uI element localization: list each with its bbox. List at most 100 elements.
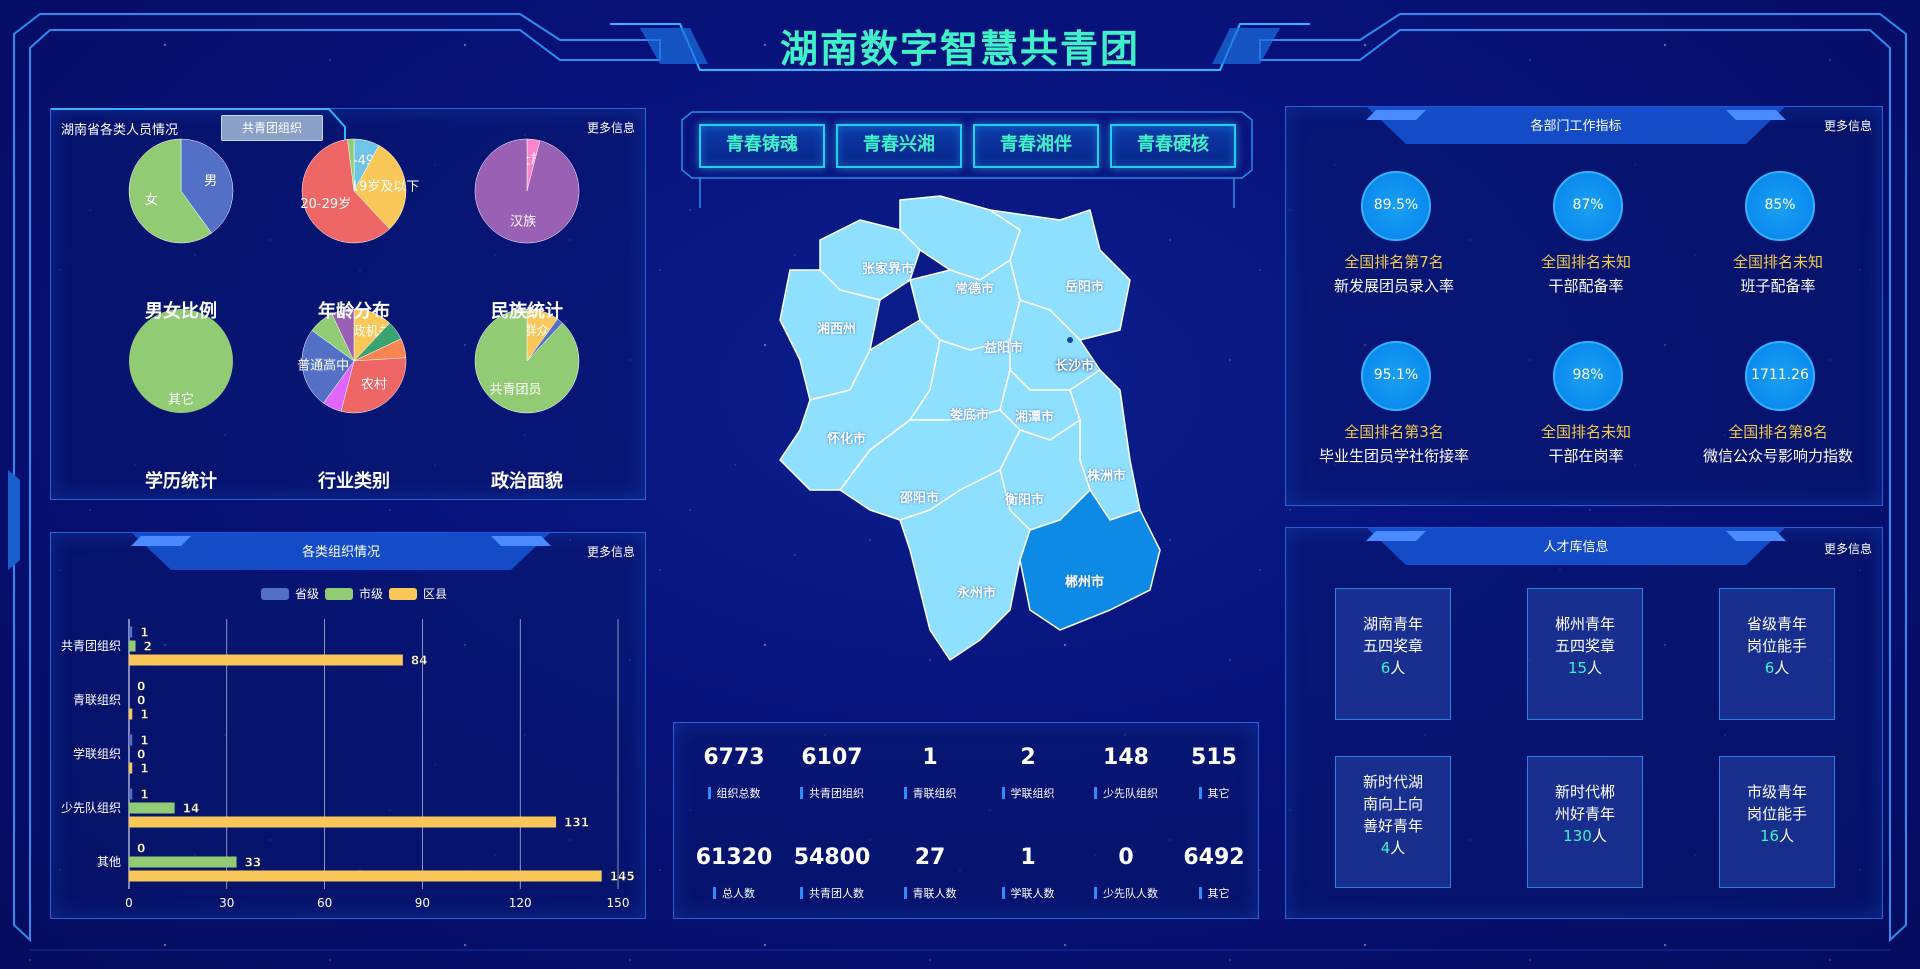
x-tick-label: 150 xyxy=(607,896,630,910)
talent-line: 郴州青年 xyxy=(1554,615,1615,633)
map-label-loudi: 娄底市 xyxy=(950,408,990,423)
legend-label[interactable]: 市级 xyxy=(359,586,383,601)
map-label-changsha: 长沙市 xyxy=(1055,359,1095,374)
rank-wechat-influence-index: 全国排名第8名 xyxy=(1728,423,1828,441)
talent-card-chenzhou-good-youth[interactable]: 新时代郴 州好青年 130人 xyxy=(1527,756,1643,888)
legend-label[interactable]: 省级 xyxy=(295,587,319,601)
stat-value-other-people: 6492 xyxy=(1183,845,1245,870)
bar[interactable] xyxy=(129,816,557,828)
bar[interactable] xyxy=(129,870,602,882)
bar[interactable] xyxy=(129,788,133,800)
bar[interactable] xyxy=(129,734,133,746)
bar-value-label: 1 xyxy=(140,788,148,802)
nav-frame xyxy=(681,111,1253,208)
metric-wechat-influence-index: 微信公众号影响力指数 xyxy=(1702,447,1853,465)
gauge-cadre-staffing-rate: 87% xyxy=(1553,171,1623,241)
talent-count-unit: 人 xyxy=(1779,827,1795,845)
pie-slice xyxy=(301,139,390,244)
map-label-zhuzhou: 株洲市 xyxy=(1087,469,1127,484)
dept-panel: 各部门工作指标 更多信息 89.5% 87% 85% 全国排名第7名 全国排名未… xyxy=(1285,106,1883,506)
bar[interactable] xyxy=(129,708,133,720)
rank-cadre-staffing-rate: 全国排名未知 xyxy=(1540,253,1631,271)
people-panel: 湖南省各类人员情况 共青团组织 更多信息 男女 40-49岁 19岁及以下 20-29… xyxy=(50,108,646,500)
stat-label-student-union-people: 学联人数 xyxy=(978,885,1078,901)
org-panel: 各类组织情况 更多信息 省级 市级 区县 0 30 60 90 120 150 共青团组织 1 2 84… xyxy=(50,532,646,919)
bar-value-label: 1 xyxy=(140,626,148,640)
bar-value-label: 0 xyxy=(137,842,145,856)
x-tick-label: 30 xyxy=(219,896,234,910)
metric-member-entry-rate: 新发展团员录入率 xyxy=(1333,277,1454,295)
nav-tab-qingchun-yinghe[interactable]: 青春硬核 xyxy=(1110,124,1236,168)
pie-slice-label: 共青团员 xyxy=(490,383,542,398)
map-label-yiyang: 益阳市 xyxy=(984,341,1024,356)
pie-slice xyxy=(347,138,355,192)
talent-line: 五四奖章 xyxy=(1554,637,1615,655)
talent-count: 4人 xyxy=(1336,837,1450,859)
pie-slice-label: 普通高中 xyxy=(297,357,349,373)
rank-team-staffing-rate: 全国排名未知 xyxy=(1732,253,1823,271)
pie-slice-label: 女 xyxy=(145,192,158,208)
bar-value-label: 33 xyxy=(245,856,262,870)
pie-slice xyxy=(353,145,407,230)
talent-count-unit: 人 xyxy=(1390,839,1406,857)
bar-value-label: 0 xyxy=(137,748,145,762)
bar[interactable] xyxy=(129,640,136,652)
stat-value-people-total: 61320 xyxy=(695,845,773,870)
talent-card-hunan-good-youth[interactable]: 新时代湖 南向上向 善好青年 4人 xyxy=(1335,756,1451,888)
org-more-link[interactable]: 更多信息 xyxy=(586,545,635,559)
talent-more-link[interactable]: 更多信息 xyxy=(1823,542,1872,556)
stat-label-student-union-org: 学联组织 xyxy=(978,785,1078,801)
bar[interactable] xyxy=(129,802,175,814)
talent-card-chenzhou-may4[interactable]: 郴州青年 五四奖章 15人 xyxy=(1527,588,1643,720)
people-pie-charts: 男女40-49岁19岁及以下20-29岁壮族汉族其它党政机关农村普通高中群众共青… xyxy=(128,138,580,414)
legend-swatch[interactable] xyxy=(389,588,417,600)
talent-line: 新时代湖 xyxy=(1362,773,1423,791)
talent-card-city-expert[interactable]: 市级青年 岗位能手 16人 xyxy=(1719,756,1835,888)
y-category-label: 少先队组织 xyxy=(61,800,121,815)
bar[interactable] xyxy=(129,762,133,774)
map-label-yongzhou: 永州市 xyxy=(957,586,997,601)
talent-card-provincial-expert[interactable]: 省级青年 岗位能手 6人 xyxy=(1719,588,1835,720)
map-label-shaoyang: 邵阳市 xyxy=(900,491,940,506)
metric-team-staffing-rate: 班子配备率 xyxy=(1740,277,1816,295)
talent-count-unit: 人 xyxy=(1774,659,1790,677)
gauge-member-entry-rate: 89.5% xyxy=(1361,171,1431,241)
stat-value-youth-fed-org: 1 xyxy=(922,745,938,770)
bar[interactable] xyxy=(129,654,403,666)
legend-label[interactable]: 区县 xyxy=(423,587,447,601)
nav-tab-qingchun-xiangban[interactable]: 青春湘伴 xyxy=(973,124,1099,168)
org-panel-title: 各类组织情况 xyxy=(301,545,380,560)
pie-caption-education: 学历统计 xyxy=(145,471,217,492)
talent-count-value: 4 xyxy=(1380,839,1391,857)
x-tick-label: 90 xyxy=(415,896,430,910)
org-bar-chart: 省级 市级 区县0 30 60 90 120 150共青团组织1284青联组织001学联组织1… xyxy=(61,586,635,910)
stat-label-pioneer-people: 少先队人数 xyxy=(1076,885,1176,901)
hunan-map[interactable] xyxy=(760,190,1180,700)
talent-count-value: 6 xyxy=(1380,659,1391,677)
pie-caption-politics: 政治面貌 xyxy=(491,471,563,492)
map-label-hengyang: 衡阳市 xyxy=(1005,493,1045,508)
legend-swatch[interactable] xyxy=(325,588,353,600)
y-category-label: 学联组织 xyxy=(73,746,121,761)
talent-card-hunan-may4[interactable]: 湖南青年 五四奖章 6人 xyxy=(1335,588,1451,720)
gauge-team-staffing-rate: 85% xyxy=(1745,171,1815,241)
metric-cadre-staffing-rate: 干部配备率 xyxy=(1548,277,1624,295)
stat-value-org-total: 6773 xyxy=(703,745,765,770)
nav-tab-qingchun-zhuhun[interactable]: 青春铸魂 xyxy=(699,124,825,168)
talent-panel: 人才库信息 更多信息 湖南青年 五四奖章 6人 郴州青年 五四奖章 15人 省级… xyxy=(1285,527,1883,919)
bar[interactable] xyxy=(129,856,237,868)
org-type-selector[interactable]: 共青团组织 xyxy=(221,115,323,141)
pie-slice-label: 19岁及以下 xyxy=(351,180,420,195)
pie-slice xyxy=(301,330,355,404)
dept-more-link[interactable]: 更多信息 xyxy=(1823,119,1872,133)
stat-label-youth-fed-people: 青联人数 xyxy=(880,885,980,901)
metric-cadre-on-duty-rate: 干部在岗率 xyxy=(1548,447,1624,465)
people-more-link[interactable]: 更多信息 xyxy=(586,121,635,135)
bar-value-label: 145 xyxy=(610,870,635,884)
pie-slice-label: 农村 xyxy=(361,378,387,393)
pie-slice-label: 男 xyxy=(204,174,217,189)
legend-swatch[interactable] xyxy=(261,588,289,600)
nav-tab-qingchun-xingxiang[interactable]: 青春兴湘 xyxy=(836,124,962,168)
bar[interactable] xyxy=(129,626,133,638)
